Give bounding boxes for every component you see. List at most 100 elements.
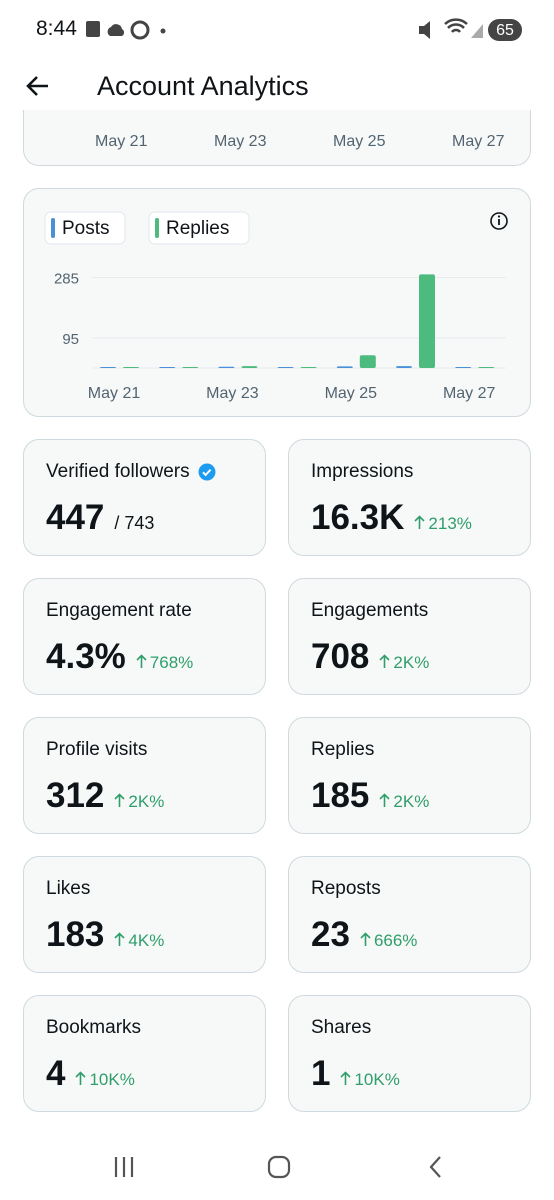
stat-label-text: Likes bbox=[46, 878, 91, 899]
x-tick-label: May 23 bbox=[214, 133, 267, 150]
bar bbox=[123, 367, 139, 368]
stat-change-text: 2K% bbox=[393, 792, 430, 811]
arrow-path bbox=[360, 932, 371, 946]
stat-change: 2K% bbox=[379, 653, 429, 673]
stat-label: Shares bbox=[311, 1017, 371, 1039]
stat-change-text: 10K% bbox=[354, 1070, 400, 1089]
x-tick-label: May 27 bbox=[443, 385, 496, 402]
up-arrow bbox=[340, 1071, 352, 1085]
stat-change: 213% bbox=[414, 514, 472, 534]
nav-recents[interactable] bbox=[114, 1157, 134, 1177]
stat-card: Profile visits 312 2K% bbox=[23, 717, 266, 834]
stat-label: Impressions bbox=[311, 461, 413, 483]
page-title: Account Analytics bbox=[97, 71, 309, 101]
stat-row: 1 10K% bbox=[311, 1054, 400, 1094]
back-button[interactable] bbox=[24, 72, 52, 100]
legend-label: Posts bbox=[62, 218, 110, 239]
stat-label-text: Engagement rate bbox=[46, 600, 192, 621]
y-tick-label: 285 bbox=[54, 271, 79, 288]
stat-label: Engagements bbox=[311, 600, 428, 622]
stat-label-text: Verified followers bbox=[46, 461, 190, 482]
battery-level: 65 bbox=[496, 22, 514, 39]
stat-label-text: Reposts bbox=[311, 878, 381, 899]
x-tick-label: May 21 bbox=[95, 133, 148, 150]
stat-value: 183 bbox=[46, 915, 105, 954]
stat-label-text: Impressions bbox=[311, 461, 414, 482]
stat-value: 312 bbox=[46, 776, 105, 815]
bar bbox=[419, 274, 435, 368]
up-arrow bbox=[136, 654, 147, 668]
stat-card: Likes 183 4K% bbox=[23, 856, 266, 973]
stat-change-text: 768% bbox=[149, 653, 194, 672]
x-tick-label: May 25 bbox=[325, 385, 378, 402]
status-icons bbox=[86, 20, 166, 40]
arrow-path bbox=[379, 793, 390, 807]
stat-label-text: Replies bbox=[311, 739, 375, 760]
stat-value: 1 bbox=[311, 1054, 331, 1093]
bar bbox=[455, 367, 472, 368]
stat-row: 4.3% 768% bbox=[46, 637, 193, 677]
stat-value: 4 bbox=[46, 1054, 66, 1093]
bar bbox=[241, 366, 258, 368]
stat-card: Impressions 16.3K 213% bbox=[288, 439, 531, 556]
stat-row: 4 10K% bbox=[46, 1054, 135, 1094]
status-right: 65 bbox=[419, 18, 522, 41]
stat-card: Verified followers 447 / 743 bbox=[23, 439, 266, 556]
stat-label: Profile visits bbox=[46, 739, 147, 761]
stat-value: 447 bbox=[46, 498, 105, 537]
nav-back[interactable] bbox=[429, 1156, 441, 1178]
stat-label: Engagement rate bbox=[46, 600, 192, 622]
stat-row: 312 2K% bbox=[46, 776, 164, 816]
status-time: 8:44 bbox=[36, 17, 77, 40]
up-arrow bbox=[379, 793, 390, 807]
bar bbox=[336, 366, 353, 368]
up-arrow bbox=[114, 793, 125, 807]
bar bbox=[359, 355, 376, 368]
stat-change-text: 4K% bbox=[128, 931, 165, 950]
stat-change: 768% bbox=[136, 653, 193, 673]
stat-label: Bookmarks bbox=[46, 1017, 141, 1039]
stat-label: Verified followers bbox=[46, 461, 216, 483]
bar bbox=[182, 367, 199, 368]
stat-value: 708 bbox=[311, 637, 370, 676]
stat-change: 666% bbox=[360, 931, 417, 951]
arrow-path bbox=[136, 654, 147, 668]
stat-card: Reposts 23 666% bbox=[288, 856, 531, 973]
stat-label: Likes bbox=[46, 878, 90, 900]
x-tick-label: May 21 bbox=[88, 385, 141, 402]
x-tick-label: May 23 bbox=[206, 385, 259, 402]
y-tick-label: 95 bbox=[62, 331, 79, 348]
stat-total: / 743 bbox=[114, 513, 155, 533]
up-arrow bbox=[360, 932, 371, 946]
up-arrow bbox=[75, 1071, 87, 1085]
nav-home[interactable] bbox=[267, 1155, 291, 1179]
stat-value: 4.3% bbox=[46, 637, 126, 676]
badge-check bbox=[201, 469, 211, 477]
stat-change-text: 2K% bbox=[393, 653, 430, 672]
stat-card: Replies 185 2K% bbox=[288, 717, 531, 834]
stat-value: 23 bbox=[311, 915, 350, 954]
stat-row: 183 4K% bbox=[46, 915, 164, 955]
arrow-path bbox=[379, 654, 390, 668]
up-arrow bbox=[379, 654, 390, 668]
nav-bar bbox=[114, 1155, 441, 1179]
stat-row: 708 2K% bbox=[311, 637, 429, 677]
stat-label-text: Engagements bbox=[311, 600, 429, 621]
up-arrow bbox=[414, 515, 425, 529]
stat-change: 10K% bbox=[340, 1070, 400, 1090]
stat-value: 185 bbox=[311, 776, 370, 815]
arrow-path bbox=[114, 932, 125, 946]
stat-change-text: 2K% bbox=[128, 792, 165, 811]
legend-swatch bbox=[51, 218, 55, 238]
x-tick-label: May 27 bbox=[452, 133, 505, 150]
stat-row: 447 / 743 bbox=[46, 498, 154, 538]
stat-row: 185 2K% bbox=[311, 776, 429, 816]
up-arrow bbox=[114, 932, 125, 946]
info-icon[interactable] bbox=[490, 212, 508, 230]
stat-change: 4K% bbox=[114, 931, 164, 951]
legend-swatch bbox=[155, 218, 159, 238]
bar bbox=[218, 366, 235, 368]
legend-chip bbox=[148, 211, 250, 245]
arrow-path bbox=[340, 1071, 352, 1085]
